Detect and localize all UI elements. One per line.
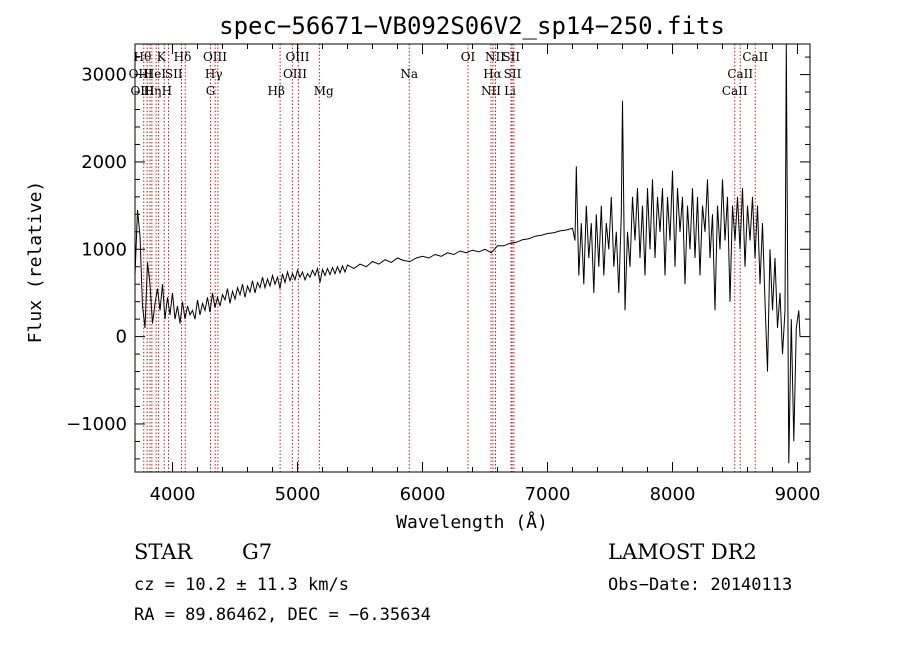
line-label: SII (165, 67, 183, 81)
line-label: K (157, 50, 167, 64)
x-tick-label: 8000 (650, 484, 696, 505)
y-axis: −1000 0 1000 2000 3000 (66, 56, 810, 460)
line-label: SII (502, 50, 520, 64)
line-label: Hδ (174, 50, 192, 64)
line-label: Na (400, 67, 418, 81)
line-label: OIII (285, 50, 309, 64)
line-label: NII (485, 50, 505, 64)
line-label: Hγ (205, 67, 223, 81)
line-label: CaII (742, 50, 768, 64)
spectrum-line (134, 43, 801, 464)
x-tick-label: 7000 (525, 484, 571, 505)
line-label: Li (504, 84, 516, 98)
chart-title: spec−56671−VB092S06V2_sp14−250.fits (219, 12, 725, 40)
spectrum-layer (134, 43, 801, 464)
plot-frame (134, 43, 811, 473)
y-tick-label: 0 (116, 327, 127, 348)
line-label: CaII (727, 67, 753, 81)
survey-name: LAMOST DR2 (608, 540, 757, 564)
y-tick-label: 1000 (81, 239, 127, 260)
line-label: CaII (722, 84, 748, 98)
line-label: SII (504, 67, 522, 81)
x-axis: 4000 5000 6000 7000 8000 9000 (150, 44, 821, 505)
line-label: OIII (203, 50, 227, 64)
coordinates: RA = 89.86462, DEC = −6.35634 (134, 605, 431, 625)
y-tick-label: 3000 (81, 65, 127, 86)
line-label: Mg (314, 84, 334, 98)
line-label: OI (461, 50, 476, 64)
x-tick-label: 4000 (150, 484, 196, 505)
line-label: H (162, 84, 172, 98)
line-label: Hθ (134, 50, 152, 64)
object-type: STAR (134, 540, 193, 564)
line-label: NII (481, 84, 501, 98)
line-label: HeI (144, 67, 167, 81)
observation-date: Obs−Date: 20140113 (608, 575, 792, 595)
line-label: Hη (144, 84, 162, 98)
line-markers (143, 44, 756, 472)
y-tick-label: 2000 (81, 152, 127, 173)
y-axis-label: Flux (relative) (25, 181, 46, 344)
object-subclass: G7 (242, 540, 272, 564)
line-label: OIII (130, 84, 154, 98)
x-tick-label: 9000 (775, 484, 821, 505)
redshift-cz: cz = 10.2 ± 11.3 km/s (134, 575, 349, 595)
line-label: OIII (283, 67, 307, 81)
line-label: G (206, 84, 216, 98)
y-tick-label: −1000 (66, 414, 127, 435)
x-tick-label: 5000 (275, 484, 321, 505)
x-axis-label: Wavelength (Å) (396, 511, 548, 533)
line-label: Hα (483, 67, 502, 81)
x-tick-label: 6000 (400, 484, 446, 505)
line-label: Hβ (268, 84, 285, 98)
